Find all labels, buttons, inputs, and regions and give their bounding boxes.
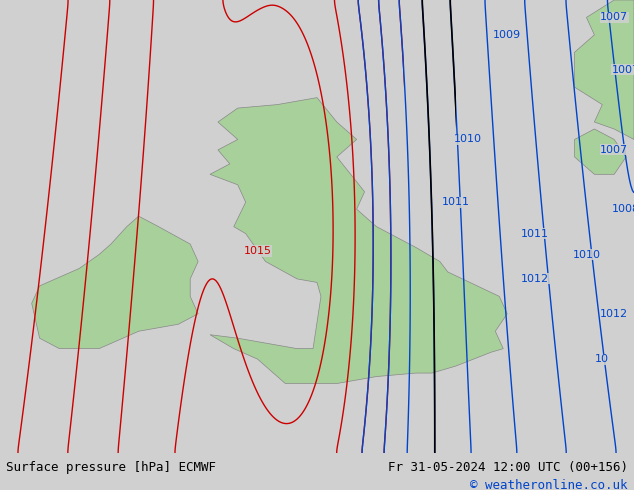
- Text: 1010: 1010: [573, 249, 600, 260]
- Text: © weatheronline.co.uk: © weatheronline.co.uk: [470, 479, 628, 490]
- Text: 1007: 1007: [600, 145, 628, 155]
- Text: 1007: 1007: [600, 12, 628, 23]
- Text: 1011: 1011: [521, 229, 549, 239]
- Polygon shape: [210, 98, 507, 384]
- Text: 1007: 1007: [612, 65, 634, 75]
- Text: 1012: 1012: [600, 309, 628, 319]
- Text: 1009: 1009: [493, 30, 521, 40]
- Text: 10: 10: [595, 354, 609, 364]
- Text: Surface pressure [hPa] ECMWF: Surface pressure [hPa] ECMWF: [6, 461, 216, 474]
- Polygon shape: [32, 216, 198, 349]
- Text: 1012: 1012: [521, 274, 549, 284]
- Polygon shape: [574, 129, 626, 174]
- Polygon shape: [574, 0, 634, 140]
- Text: 1011: 1011: [442, 197, 470, 207]
- Text: 1010: 1010: [453, 134, 482, 145]
- Text: 1015: 1015: [243, 246, 271, 256]
- Text: 1008: 1008: [612, 204, 634, 214]
- Text: Fr 31-05-2024 12:00 UTC (00+156): Fr 31-05-2024 12:00 UTC (00+156): [387, 461, 628, 474]
